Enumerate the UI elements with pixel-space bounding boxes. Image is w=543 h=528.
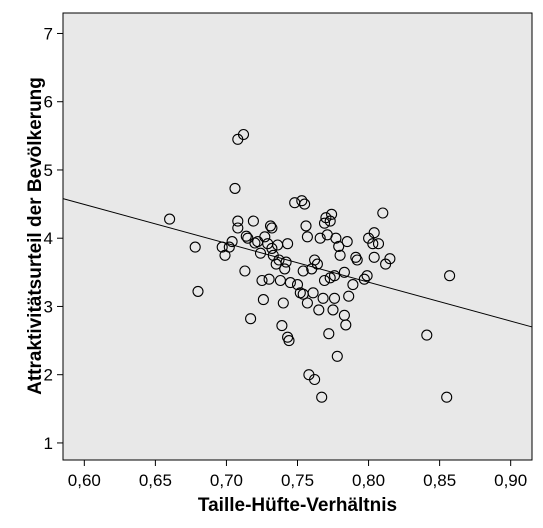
x-axis-ticks: 0,60 0,65 0,70 0,75 0,80 0,85 0,90: [68, 460, 527, 490]
y-axis-title: Attraktivitätsurteil der Bevölkerung: [25, 77, 46, 395]
y-tick-label-7: 7: [44, 24, 53, 43]
x-axis-title: Taille-Hüfte-Verhältnis: [198, 495, 397, 516]
x-tick-label-2: 0,65: [139, 471, 172, 490]
x-tick-label-7: 0,90: [494, 471, 527, 490]
x-tick-label-5: 0,80: [352, 471, 385, 490]
y-tick-label-1: 1: [44, 434, 53, 453]
x-tick-label-4: 0,75: [281, 471, 314, 490]
x-tick-label-3: 0,70: [210, 471, 243, 490]
x-tick-label-6: 0,85: [423, 471, 456, 490]
plot-area: [63, 13, 532, 460]
x-tick-label-1: 0,60: [68, 471, 101, 490]
